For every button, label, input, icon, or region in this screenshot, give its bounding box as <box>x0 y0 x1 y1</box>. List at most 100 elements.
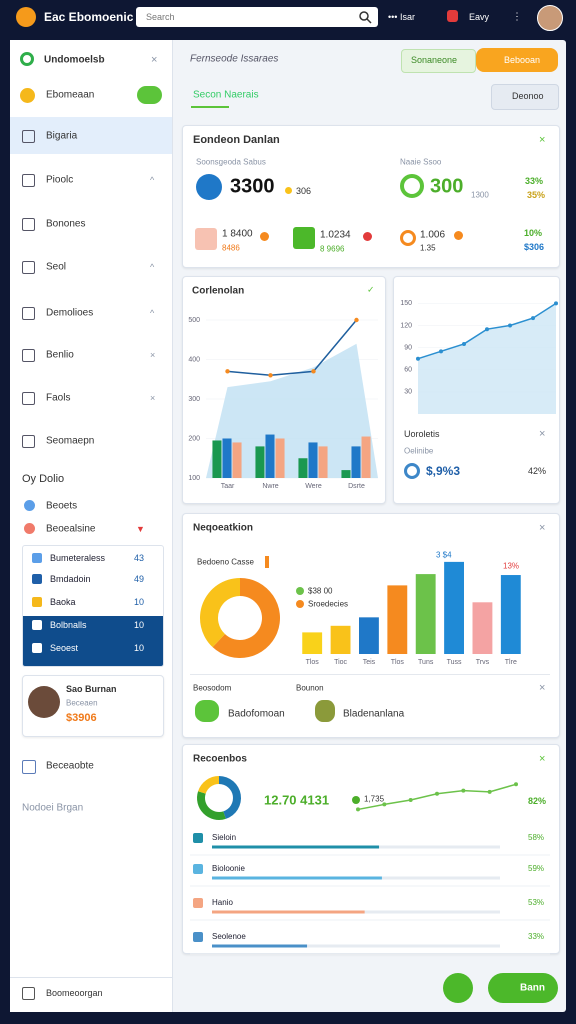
nav-icon <box>22 261 35 274</box>
divider <box>190 674 550 675</box>
stat-sub: 1.35 <box>420 243 436 253</box>
user-name[interactable]: Eavy <box>469 12 490 22</box>
fab[interactable] <box>443 973 473 1003</box>
toggle[interactable] <box>137 86 162 104</box>
row-value: 59% <box>528 864 544 873</box>
nav-item[interactable]: Demolioes <box>46 307 94 319</box>
x-tick-label: Taar <box>221 483 235 490</box>
section-title: Oy Dolio <box>22 473 65 485</box>
close[interactable]: × <box>539 522 546 534</box>
nav-item[interactable]: Benlio <box>46 349 74 361</box>
progress-bar <box>212 876 382 880</box>
nav-icon <box>22 392 35 405</box>
stat-icon <box>195 228 217 250</box>
close[interactable]: × <box>539 134 546 146</box>
side-item[interactable]: Beoets <box>46 500 78 512</box>
x-tick-label: Tlre <box>505 659 517 666</box>
close[interactable]: × <box>539 682 546 694</box>
bar <box>330 625 351 654</box>
trend-change: 82% <box>528 796 547 806</box>
point <box>416 356 420 361</box>
button-orange[interactable] <box>476 48 558 72</box>
stat-icon <box>400 230 416 246</box>
stat-value: 1.006 <box>420 229 446 241</box>
kebab[interactable]: ⋮ <box>512 11 522 23</box>
row-icon <box>193 932 203 942</box>
arrow: ▼ <box>136 524 145 534</box>
annotation: 3 $4 <box>436 550 452 560</box>
point <box>487 789 492 794</box>
nav-item[interactable]: Bonones <box>46 218 86 230</box>
stat-icon <box>293 227 315 249</box>
row-icon <box>193 898 203 908</box>
nav-item[interactable]: Seol <box>46 261 67 273</box>
profile-amount: $3906 <box>66 712 97 724</box>
point <box>268 373 273 378</box>
close[interactable]: × <box>539 753 546 765</box>
nav-item[interactable]: Faols <box>46 392 71 404</box>
slice <box>197 791 226 820</box>
nav-icon <box>22 349 35 362</box>
x-tick-label: Tuss <box>447 659 462 666</box>
close[interactable]: × <box>151 54 158 66</box>
list-icon <box>32 620 42 630</box>
bar <box>212 440 222 478</box>
action-button[interactable] <box>491 84 559 110</box>
row-value: 58% <box>528 833 544 842</box>
change: 33% <box>525 176 544 186</box>
search-box[interactable] <box>136 7 378 27</box>
y-tick-label: 200 <box>188 435 200 442</box>
side-footer[interactable]: Boomeoorgan <box>46 988 103 998</box>
list-value: 10 <box>134 620 145 630</box>
tab-underline <box>191 106 229 108</box>
side-note: Nodoei Brgan <box>22 802 84 814</box>
point <box>356 807 360 812</box>
dot <box>296 587 304 595</box>
point <box>531 316 535 321</box>
side-item[interactable]: Beoealsine <box>46 523 96 535</box>
nav-item[interactable]: Bigaria <box>46 130 78 142</box>
nav-icon <box>22 307 35 320</box>
menu-text[interactable]: ••• Isar <box>388 12 415 22</box>
close[interactable]: × <box>539 428 546 440</box>
list-label: Bumeteraless <box>50 553 106 563</box>
metric-label: Soonsgeoda Sabus <box>196 157 266 167</box>
bell[interactable] <box>447 10 458 22</box>
list-value: 10 <box>134 597 145 607</box>
side-link[interactable]: Beceaobte <box>46 760 94 772</box>
metric-sub: 306 <box>296 186 312 196</box>
bar <box>302 632 323 654</box>
stat-sub: 8 9696 <box>320 244 345 254</box>
row-icon <box>193 833 203 843</box>
item-label[interactable]: Bladenanlana <box>343 708 405 720</box>
legend: Bedoeno Casse <box>197 557 254 567</box>
slice <box>212 578 280 658</box>
item-icon <box>195 700 219 722</box>
page-title: Fernseode Issaraes <box>190 53 279 65</box>
primary-button[interactable] <box>488 973 558 1003</box>
item-label[interactable]: Badofomoan <box>228 708 285 720</box>
y-tick-label: 500 <box>188 317 200 324</box>
dot <box>285 187 292 194</box>
avatar[interactable] <box>537 5 563 31</box>
nav-item[interactable]: Pioolc <box>46 174 74 186</box>
tab[interactable]: Secon Naerais <box>193 89 259 101</box>
bar <box>472 602 493 654</box>
trend-sub: 1,735 <box>364 794 385 804</box>
nav-item[interactable]: Seomaepn <box>46 435 95 447</box>
card-title: Uoroletis <box>404 429 440 439</box>
point <box>462 341 466 346</box>
stat-icon <box>404 463 420 479</box>
search-icon[interactable] <box>358 10 372 24</box>
toggle-label: Ebomeaan <box>46 89 95 101</box>
button-green[interactable] <box>401 49 476 73</box>
legend-mark <box>265 556 269 568</box>
bar <box>359 617 379 654</box>
bar <box>444 561 464 654</box>
legend: $38 00 <box>308 586 333 596</box>
y-tick-label: 150 <box>400 300 412 307</box>
area <box>206 343 378 478</box>
dot <box>296 600 304 608</box>
